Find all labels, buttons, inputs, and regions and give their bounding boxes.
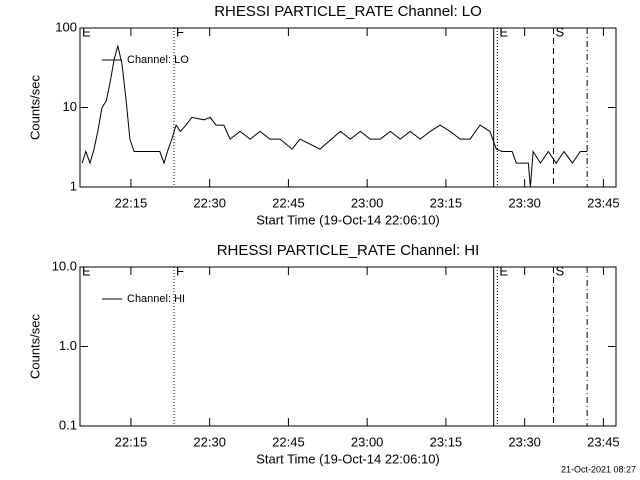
x-tick-label: 22:15: [115, 434, 148, 449]
y-tick-label: 10.0: [52, 258, 77, 273]
x-tick-label: 23:30: [508, 434, 541, 449]
y-tick-label: 10: [63, 99, 77, 114]
x-tick-label: 23:45: [587, 195, 620, 210]
flag-label: S: [556, 263, 565, 278]
y-tick-label: 1: [70, 178, 77, 193]
flag-label: S: [556, 24, 565, 39]
x-tick-label: 23:15: [430, 195, 463, 210]
flag-label: F: [176, 263, 184, 278]
chart-title: RHESSI PARTICLE_RATE Channel: HI: [217, 242, 480, 259]
x-tick-label: 22:30: [193, 434, 226, 449]
x-tick-label: 23:00: [351, 195, 384, 210]
plot-frame: [79, 27, 617, 188]
plot-frame: [79, 266, 617, 427]
chart-title: RHESSI PARTICLE_RATE Channel: LO: [214, 3, 482, 20]
flag-label: E: [82, 263, 91, 278]
x-tick-label: 22:15: [115, 195, 148, 210]
x-tick-label: 23:45: [587, 434, 620, 449]
x-tick-label: 23:15: [430, 434, 463, 449]
legend-label: Channel: LO: [127, 54, 189, 66]
y-tick-label: 1.0: [59, 338, 77, 353]
x-tick-label: 22:45: [272, 434, 305, 449]
x-tick-label: 23:30: [508, 195, 541, 210]
flag-label: F: [176, 24, 184, 39]
flag-label: E: [499, 24, 508, 39]
y-tick-label: 0.1: [59, 417, 77, 432]
flag-label: E: [82, 24, 91, 39]
legend-label: Channel: HI: [127, 293, 185, 305]
x-tick-label: 23:00: [351, 434, 384, 449]
x-tick-label: 22:30: [193, 195, 226, 210]
x-tick-label: 22:45: [272, 195, 305, 210]
y-tick-label: 100: [55, 19, 77, 34]
timestamp: 21-Oct-2021 08:27: [561, 464, 636, 474]
x-axis-label: Start Time (19-Oct-14 22:06:10): [256, 451, 440, 466]
series-line: [81, 45, 588, 188]
y-axis-label: Counts/sec: [27, 313, 42, 379]
y-axis-label: Counts/sec: [27, 74, 42, 140]
x-axis-label: Start Time (19-Oct-14 22:06:10): [256, 212, 440, 227]
flag-label: E: [499, 263, 508, 278]
